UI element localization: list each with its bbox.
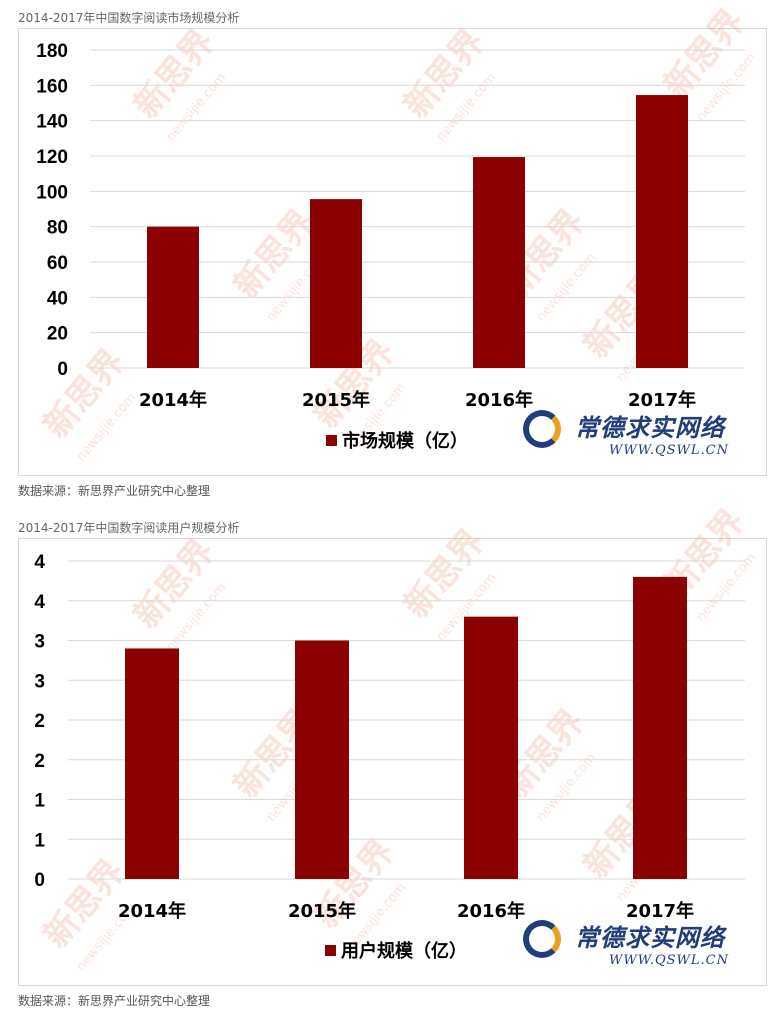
x-tick-label: 2015年 [302, 389, 370, 411]
y-tick-label: 1 [34, 791, 45, 812]
bar-2015年 [310, 199, 362, 368]
legend-label: 用户规模（亿） [341, 940, 467, 962]
chart1-source: 数据来源：新思界产业研究中心整理 [18, 484, 211, 498]
logo-cn-text: 常德求实网络 [575, 413, 725, 442]
watermark-text: 新思界 [36, 342, 132, 446]
watermark-text: 新思界 [396, 522, 492, 626]
y-tick-label: 2 [34, 711, 45, 732]
bar-2014年 [147, 226, 199, 368]
y-tick-label: 3 [34, 671, 45, 692]
bar-2014年 [125, 648, 179, 879]
chart1-title: 2014-2017年中国数字阅读市场规模分析 [18, 11, 240, 25]
chart2-title: 2014-2017年中国数字阅读用户规模分析 [18, 521, 240, 535]
chart2-frame [18, 538, 767, 986]
x-tick-label: 2015年 [288, 900, 356, 922]
legend-swatch [326, 435, 337, 446]
y-tick-label: 4 [34, 552, 45, 573]
qswl-logo-icon [523, 920, 561, 958]
qswl-logo-icon [523, 410, 561, 448]
x-tick-label: 2017年 [628, 389, 696, 411]
x-tick-label: 2016年 [457, 900, 525, 922]
chart2-source: 数据来源：新思界产业研究中心整理 [18, 994, 211, 1008]
y-tick-label: 60 [47, 253, 68, 274]
legend-swatch [325, 945, 336, 956]
watermark-text: 新思界 [126, 22, 222, 126]
x-tick-label: 2014年 [139, 389, 207, 411]
watermark-text: 新思界 [226, 202, 322, 306]
bar-2016年 [464, 616, 518, 879]
qswl-logo-1: 常德求实网络 WWW.QSWL.CN [523, 408, 729, 458]
y-tick-label: 4 [34, 592, 45, 613]
bar-2017年 [633, 576, 687, 879]
y-tick-label: 0 [34, 870, 45, 891]
logo-en-text: WWW.QSWL.CN [609, 443, 729, 458]
watermark-text: 新思界 [656, 2, 752, 106]
bar-2016年 [473, 157, 525, 368]
y-tick-label: 100 [36, 182, 68, 203]
y-tick-label: 3 [34, 632, 45, 653]
watermark-text: 新思界 [396, 22, 492, 126]
y-tick-label: 80 [47, 218, 68, 239]
bar-2017年 [636, 95, 688, 369]
y-tick-label: 40 [47, 288, 68, 309]
x-tick-label: 2014年 [118, 900, 186, 922]
y-tick-label: 140 [36, 112, 68, 133]
qswl-logo-2: 常德求实网络 WWW.QSWL.CN [523, 918, 729, 968]
x-tick-label: 2016年 [465, 389, 533, 411]
y-tick-label: 2 [34, 751, 45, 772]
legend-label: 市场规模（亿） [342, 430, 468, 452]
watermark-text: 新思界 [126, 532, 222, 636]
x-tick-label: 2017年 [626, 900, 694, 922]
y-tick-label: 0 [57, 359, 68, 380]
y-tick-label: 180 [36, 41, 68, 62]
chart1-frame [18, 28, 767, 476]
y-tick-label: 160 [36, 76, 68, 97]
y-tick-label: 20 [47, 324, 68, 345]
y-tick-label: 120 [36, 147, 68, 168]
y-tick-label: 1 [34, 830, 45, 851]
logo-cn-text: 常德求实网络 [575, 923, 725, 952]
bar-2015年 [295, 640, 349, 879]
logo-en-text: WWW.QSWL.CN [609, 953, 729, 968]
